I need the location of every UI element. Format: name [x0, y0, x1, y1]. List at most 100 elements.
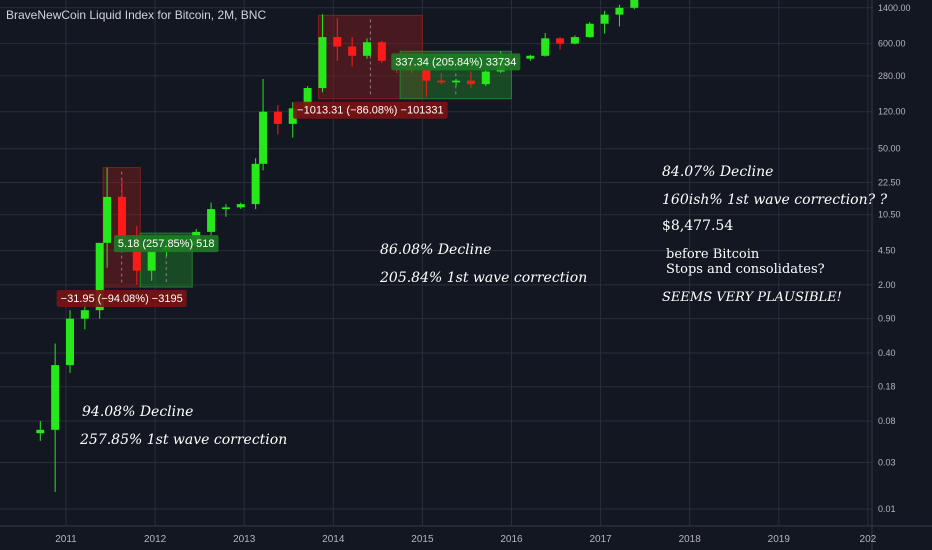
- y-tick-label: 0.08: [878, 416, 896, 426]
- candle: [437, 72, 446, 85]
- y-axis: 1400.00 600.00 280.00 120.00 50.00 22.50 10.50…: [871, 0, 911, 550]
- candle: [236, 202, 245, 210]
- candle: [251, 158, 260, 210]
- candle: [95, 242, 104, 319]
- label-background: [56, 290, 187, 308]
- candle: [207, 202, 216, 236]
- candle: [363, 38, 371, 59]
- candle-body: [333, 37, 342, 47]
- x-tick-label: 2018: [679, 534, 702, 545]
- y-tick-label: 280.00: [878, 71, 906, 81]
- candle: [348, 37, 357, 67]
- candle-body: [36, 429, 45, 434]
- annotation-correction-2018: 160ish% 1st wave correction? ?: [662, 192, 888, 208]
- candle: [481, 70, 490, 87]
- candle-body: [251, 163, 260, 205]
- candle: [80, 303, 89, 330]
- candle-body: [132, 238, 141, 271]
- candle-body: [363, 42, 371, 56]
- candle: [103, 167, 112, 268]
- candle-body: [377, 42, 386, 61]
- measure-labels: −31.95 (−94.08%) −3195 5.18 (257.85%) 518…: [56, 53, 521, 308]
- annotation-plausible: SEEMS VERY PLAUSIBLE!: [662, 290, 842, 305]
- candle-body: [600, 14, 609, 24]
- candle-body: [95, 242, 104, 311]
- x-tick-label: 2011: [55, 534, 77, 545]
- candle-body: [147, 250, 156, 271]
- chart-title: BraveNewCoin Liquid Index for Bitcoin, 2…: [6, 8, 267, 22]
- annotation-price-target: $8,477.54: [662, 218, 734, 234]
- candle: [333, 17, 342, 61]
- label-background: [113, 235, 219, 253]
- y-tick-label: 1400.00: [878, 3, 911, 13]
- candle-body: [422, 70, 431, 81]
- candle: [615, 4, 624, 27]
- candle: [66, 310, 74, 373]
- candle: [422, 68, 431, 97]
- rebound-label: 337.34 (205.84%) 33734: [395, 56, 516, 68]
- label-background: [293, 101, 448, 119]
- candle-body: [51, 365, 60, 430]
- x-tick-label: 2019: [768, 534, 791, 545]
- candle: [630, 0, 639, 10]
- candle-body: [466, 80, 475, 85]
- candle-body: [259, 111, 268, 164]
- candle: [221, 204, 230, 217]
- annotation-decline-2018: 84.07% Decline: [662, 164, 774, 180]
- candle-body: [585, 23, 594, 38]
- y-tick-label: 22.50: [878, 177, 901, 187]
- candle: [273, 105, 282, 135]
- y-tick-label: 50.00: [878, 144, 901, 154]
- annotation-correction-2014: 205.84% 1st wave correction: [380, 270, 588, 286]
- candle: [377, 40, 386, 63]
- x-tick-label: 2016: [500, 534, 523, 545]
- candle: [570, 35, 579, 45]
- y-tick-label: 0.01: [878, 504, 896, 514]
- x-tick-label: 2013: [233, 534, 256, 545]
- x-tick-label: 2017: [589, 534, 612, 545]
- candle-body: [103, 196, 112, 243]
- candle: [36, 421, 45, 441]
- annotation-before-bitcoin: before Bitcoin: [666, 247, 760, 262]
- candle: [259, 78, 268, 171]
- candle-body: [437, 80, 446, 83]
- y-tick-label: 4.50: [878, 246, 896, 256]
- decline-label: −1013.31 (−86.08%) −101331: [297, 105, 444, 117]
- decline-label: −31.95 (−94.08%) −3195: [61, 293, 183, 305]
- rebound-label: 5.18 (257.85%) 518: [118, 238, 215, 250]
- candle: [117, 179, 126, 247]
- candle: [466, 71, 475, 89]
- candle-body: [117, 196, 126, 239]
- y-tick-label: 0.03: [878, 458, 896, 468]
- x-tick-label: 202: [860, 534, 877, 545]
- candle: [585, 22, 594, 38]
- y-tick-label: 0.40: [878, 348, 896, 358]
- candle-body: [348, 46, 357, 56]
- candle-body: [207, 209, 216, 232]
- x-axis: 2011 2012 2013 2014 2015 2016 2017 2018 2019 202: [0, 525, 932, 545]
- candle: [318, 14, 327, 93]
- candle: [600, 10, 609, 34]
- x-tick-label: 2014: [322, 534, 345, 545]
- annotation-correction-2011: 257.85% 1st wave correction: [80, 432, 288, 448]
- candle-body: [236, 204, 245, 208]
- candle-body: [556, 38, 565, 44]
- y-tick-label: 0.18: [878, 382, 896, 392]
- candle: [541, 33, 550, 57]
- candle-body: [526, 55, 535, 59]
- candle-body: [221, 207, 230, 210]
- candle-body: [570, 37, 579, 44]
- label-background: [391, 53, 521, 71]
- candle-body: [66, 318, 74, 366]
- candle: [51, 343, 60, 492]
- x-tick-label: 2012: [144, 534, 167, 545]
- annotation-decline-2014: 86.08% Decline: [380, 242, 492, 258]
- candle: [556, 37, 565, 50]
- candle-body: [273, 111, 282, 124]
- candle: [288, 102, 297, 138]
- candle-body: [481, 71, 490, 85]
- candle-body: [318, 37, 327, 89]
- y-tick-label: 0.90: [878, 314, 896, 324]
- candle-body: [80, 310, 89, 319]
